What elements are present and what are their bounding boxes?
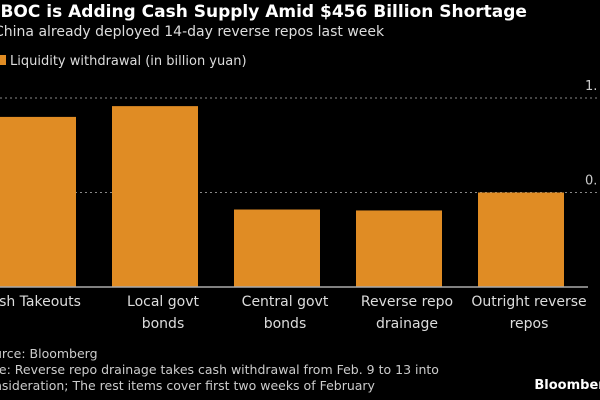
x-tick-label: Local govt (127, 294, 199, 310)
legend: Liquidity withdrawal (in billion yuan) (0, 54, 247, 69)
chart-title: PBOC is Adding Cash Supply Amid $456 Bil… (0, 2, 527, 22)
y-tick-label: 1. (585, 79, 597, 94)
bar (478, 192, 564, 287)
bar (234, 209, 320, 287)
x-tick-label: repos (510, 316, 549, 332)
x-tick-label: Central govt (242, 294, 329, 310)
x-tick-label: drainage (376, 316, 438, 332)
bloomberg-logo: Bloomberg (534, 378, 600, 393)
bar (112, 106, 198, 287)
legend-swatch (0, 55, 6, 65)
x-tick-label: bonds (142, 316, 185, 332)
legend-label: Liquidity withdrawal (in billion yuan) (10, 54, 247, 69)
x-tick-label: sh Takeouts (0, 294, 81, 310)
x-tick-label: Outright reverse (471, 294, 586, 310)
bar (356, 210, 442, 287)
note-line-2: nsideration; The rest items cover first … (0, 378, 375, 393)
source-text: urce: Bloomberg (0, 346, 98, 361)
bar (0, 116, 76, 288)
x-tick-label: bonds (264, 316, 307, 332)
chart-subtitle: China already deployed 14-day reverse re… (0, 24, 385, 40)
y-tick-label: 0. (585, 174, 597, 189)
x-tick-label: Reverse repo (361, 294, 453, 310)
note-line-1: te: Reverse repo drainage takes cash wit… (0, 362, 439, 377)
